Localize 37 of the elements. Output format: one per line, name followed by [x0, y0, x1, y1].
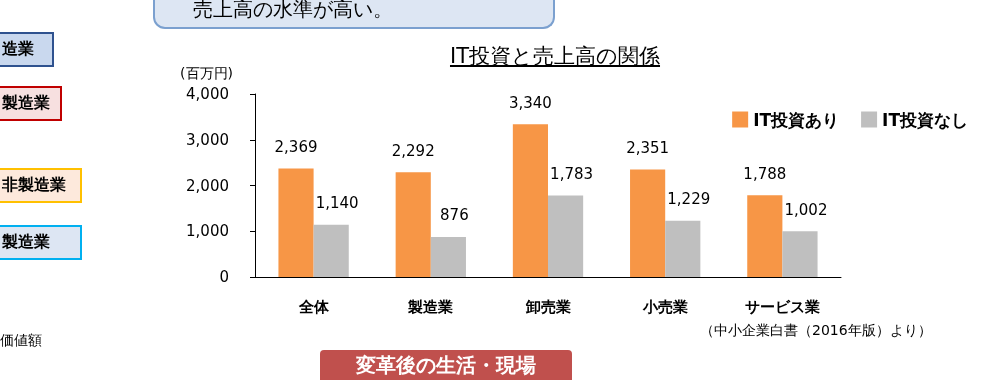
text: 価値額 — [0, 332, 42, 350]
bar — [395, 172, 431, 277]
y-tick-label: 1,000 — [186, 222, 229, 241]
chart-title: IT投資と売上高の関係 — [449, 43, 661, 70]
y-tick-label: 2,000 — [186, 176, 229, 195]
bar — [512, 124, 548, 277]
data-label: 1,229 — [667, 190, 711, 209]
y-tick-label: 3,000 — [186, 130, 229, 149]
bar — [630, 169, 666, 277]
data-label: 1,783 — [550, 164, 594, 183]
bar — [278, 168, 314, 277]
y-axis-title: (百万円) — [180, 65, 233, 81]
x-tick-label: サービス業 — [744, 297, 820, 316]
data-label: 2,351 — [626, 138, 670, 157]
x-tick-label: 卸売業 — [524, 297, 571, 316]
bar — [665, 220, 701, 277]
data-label: 2,292 — [391, 141, 435, 160]
data-label: 2,369 — [274, 138, 318, 157]
y-tick-label: 0 — [219, 268, 229, 286]
bar — [430, 236, 466, 277]
data-label: 1,140 — [315, 194, 359, 213]
data-label: 1,788 — [743, 164, 787, 183]
text: （中小企業白書（2016年版）より） — [700, 322, 932, 340]
data-label: 1,002 — [784, 200, 828, 219]
bar — [313, 224, 349, 277]
legend-label: IT投資なし — [882, 109, 968, 130]
text: 変革後の生活・現場 — [320, 350, 572, 380]
x-tick-label: 小売業 — [641, 297, 688, 316]
y-tick-label: 4,000 — [186, 85, 229, 103]
bar — [747, 195, 783, 277]
x-tick-label: 全体 — [297, 297, 330, 316]
data-label: 3,340 — [508, 93, 552, 112]
bar — [548, 195, 584, 277]
legend-label: IT投資あり — [753, 109, 840, 130]
data-label: 876 — [440, 206, 469, 225]
bar — [782, 231, 818, 277]
x-tick-label: 製造業 — [407, 297, 454, 316]
